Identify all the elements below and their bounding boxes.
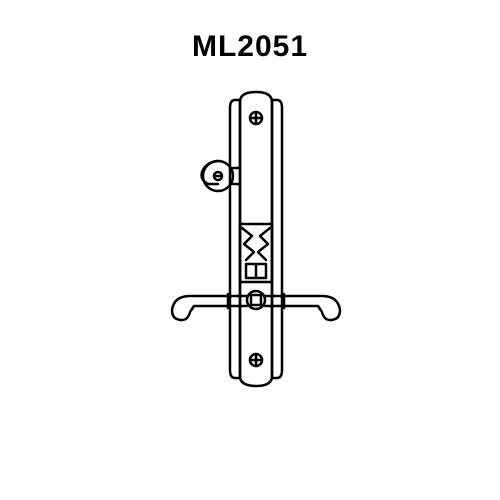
right-lever (265, 296, 340, 320)
product-title: ML2051 (192, 30, 308, 64)
left-lever (172, 296, 247, 320)
left-trim (230, 100, 240, 378)
lockset-diagram (120, 74, 380, 419)
cylinder-thumbturn (202, 161, 233, 191)
latch-hub (240, 224, 272, 282)
lockset-svg (120, 74, 380, 414)
lever-hub-square (251, 295, 261, 305)
right-trim (272, 100, 282, 378)
product-figure: ML2051 (0, 0, 500, 500)
lever-rose (247, 291, 265, 309)
escutcheon-plate (240, 92, 272, 386)
